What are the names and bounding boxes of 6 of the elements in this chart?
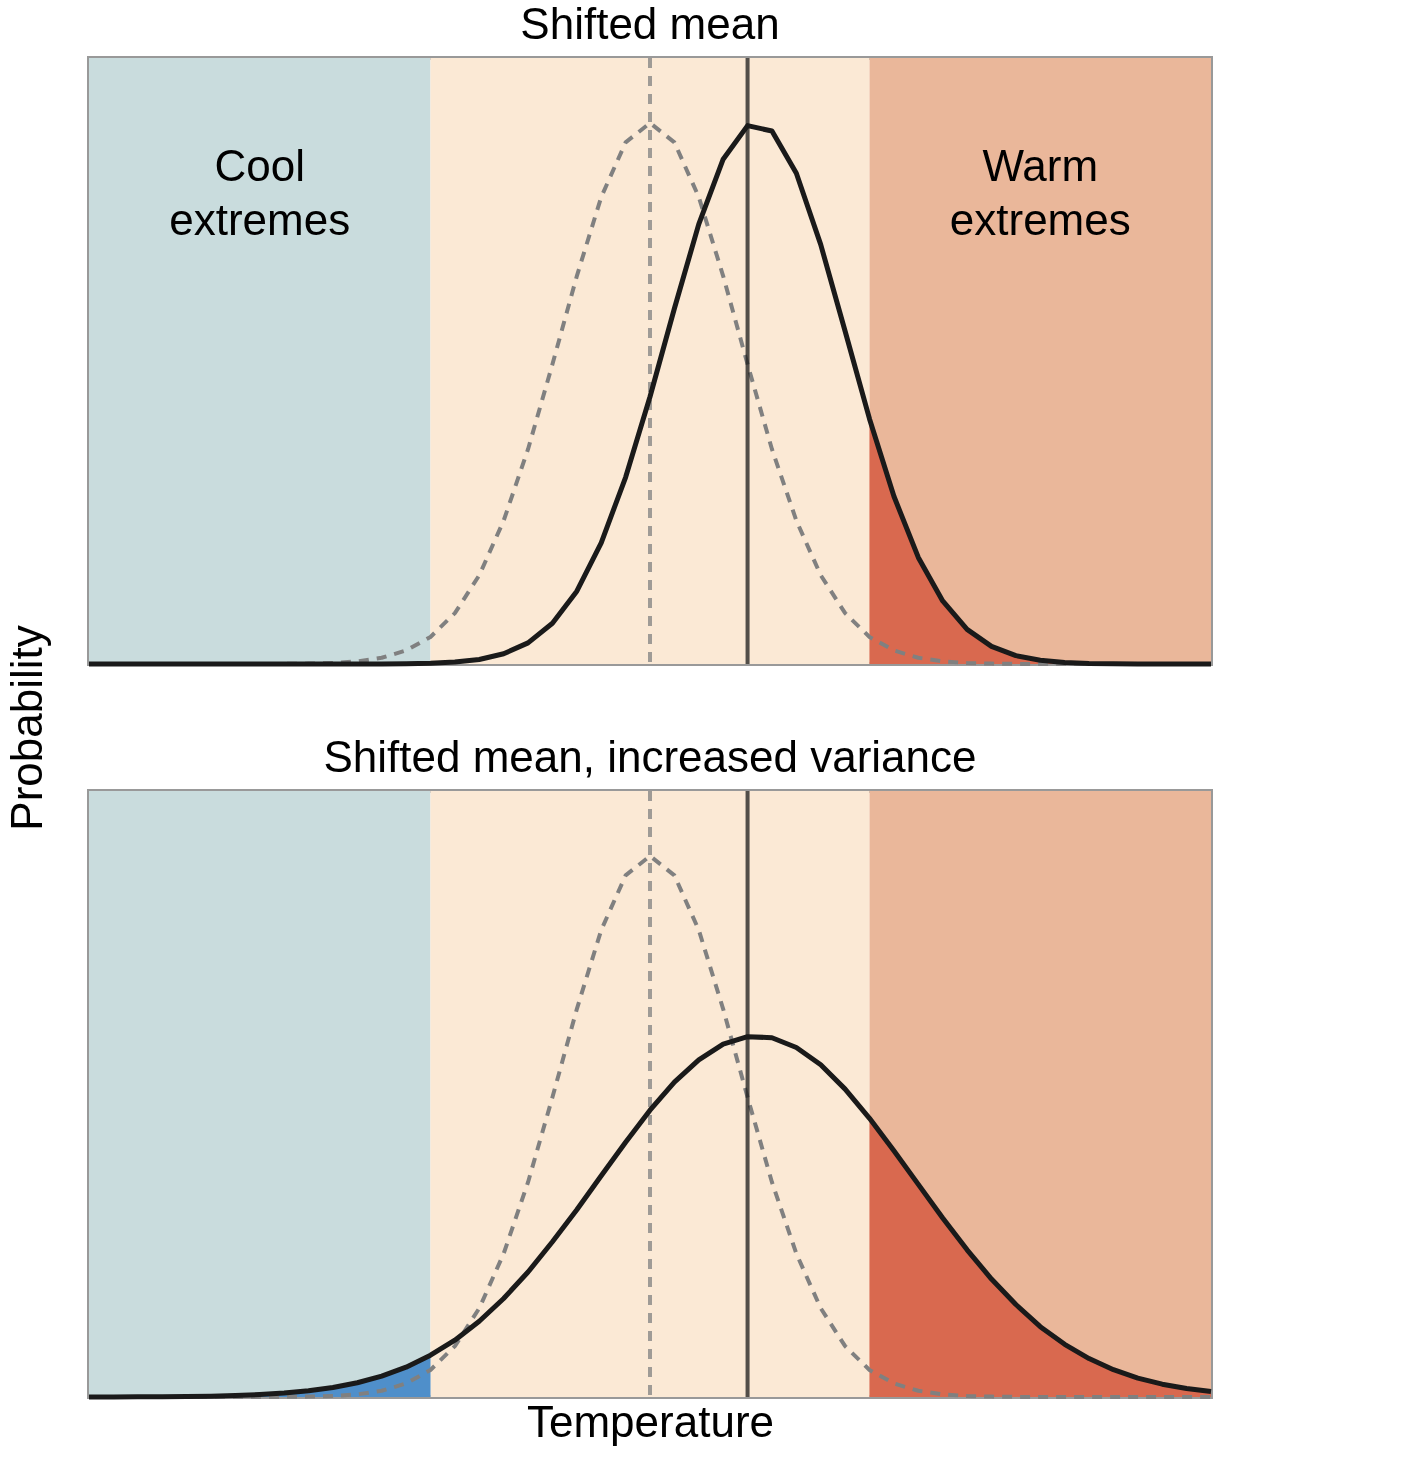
- y-axis-title: Probability: [2, 625, 51, 831]
- annotation: Cool extremes: [169, 141, 351, 244]
- x-axis-title: Temperature: [526, 1396, 775, 1446]
- annotation: Warm extremes: [949, 141, 1131, 244]
- chart-title: Shifted mean: [520, 0, 780, 48]
- chart-title: Shifted mean, increased variance: [323, 732, 977, 781]
